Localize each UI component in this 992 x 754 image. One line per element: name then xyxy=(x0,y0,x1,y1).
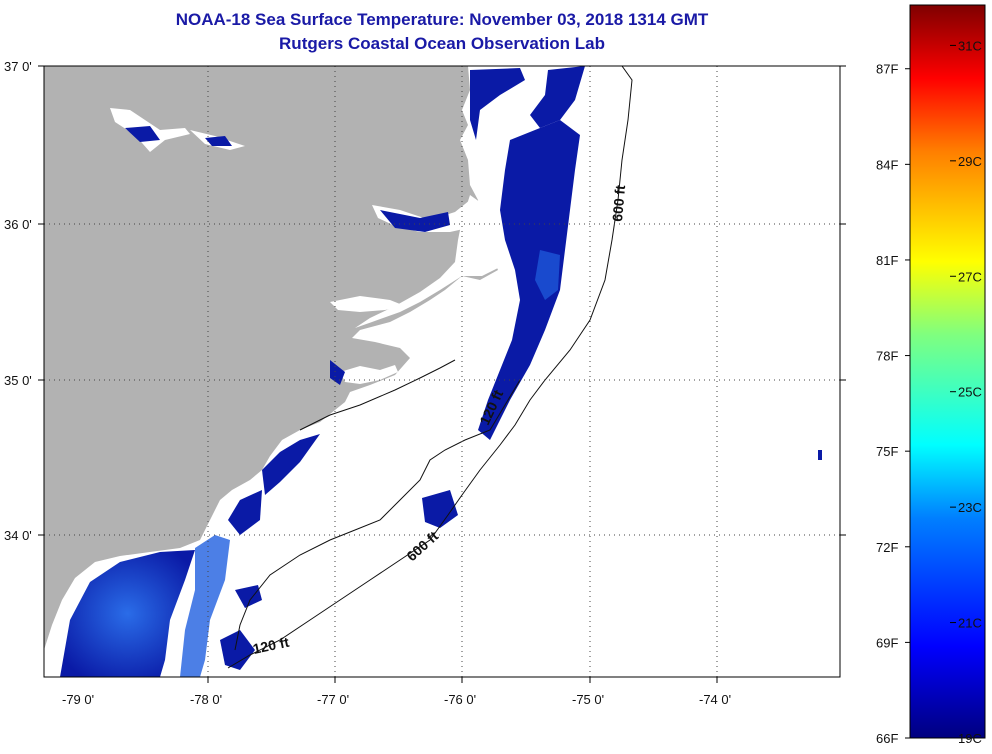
lon-label-79: -79 0' xyxy=(62,692,94,707)
lon-label-78: -78 0' xyxy=(190,692,222,707)
lat-label-35: 35 0' xyxy=(4,373,32,388)
lat-label-37: 37 0' xyxy=(4,59,32,74)
lat-label-36: 36 0' xyxy=(4,217,32,232)
lon-label-74: -74 0' xyxy=(699,692,731,707)
colorbar-c-label: 27C xyxy=(958,269,982,284)
lon-label-76: -76 0' xyxy=(444,692,476,707)
colorbar-f-label: 78F xyxy=(876,349,898,364)
map-frame xyxy=(43,65,841,678)
lon-label-77: -77 0' xyxy=(317,692,349,707)
colorbar-f-label: 69F xyxy=(876,635,898,650)
colorbar-c-label: 25C xyxy=(958,385,982,400)
colorbar-f-label: 84F xyxy=(876,157,898,172)
colorbar-c-label: 31C xyxy=(958,38,982,53)
colorbar-ticks: 87F 84F 81F 78F 75F 72F 69F 66F 31C 29C 27C 25C 23C 2… xyxy=(876,38,982,746)
colorbar-f-label: 72F xyxy=(876,540,898,555)
colorbar-f-label: 75F xyxy=(876,444,898,459)
lat-label-34: 34 0' xyxy=(4,528,32,543)
chart-subtitle: Rutgers Coastal Ocean Observation Lab xyxy=(279,34,605,53)
neuse-river xyxy=(340,365,398,384)
sst-pixels xyxy=(60,66,822,677)
bathymetry-contours xyxy=(227,66,633,669)
colorbar-f-label: 66F xyxy=(876,731,898,746)
axis-ticks xyxy=(38,65,846,683)
pamlico-river xyxy=(330,296,405,312)
chart-title: NOAA-18 Sea Surface Temperature: Novembe… xyxy=(175,10,709,29)
contour-label-120ft-south: 120 ft xyxy=(251,634,290,657)
coastline-inner xyxy=(299,359,456,431)
contour-120ft xyxy=(234,379,521,651)
lon-label-75: -75 0' xyxy=(572,692,604,707)
graticule xyxy=(44,66,840,677)
colorbar-c-label: 19C xyxy=(958,731,982,746)
colorbar-c-label: 29C xyxy=(958,154,982,169)
colorbar-f-label: 87F xyxy=(876,62,898,77)
contour-600ft-north xyxy=(227,66,633,669)
colorbar-f-label: 81F xyxy=(876,253,898,268)
colorbar-c-label: 21C xyxy=(958,616,982,631)
colorbar-c-label: 23C xyxy=(958,500,982,515)
colorbar xyxy=(909,4,986,739)
contour-label-600ft-north: 600 ft xyxy=(609,184,628,222)
